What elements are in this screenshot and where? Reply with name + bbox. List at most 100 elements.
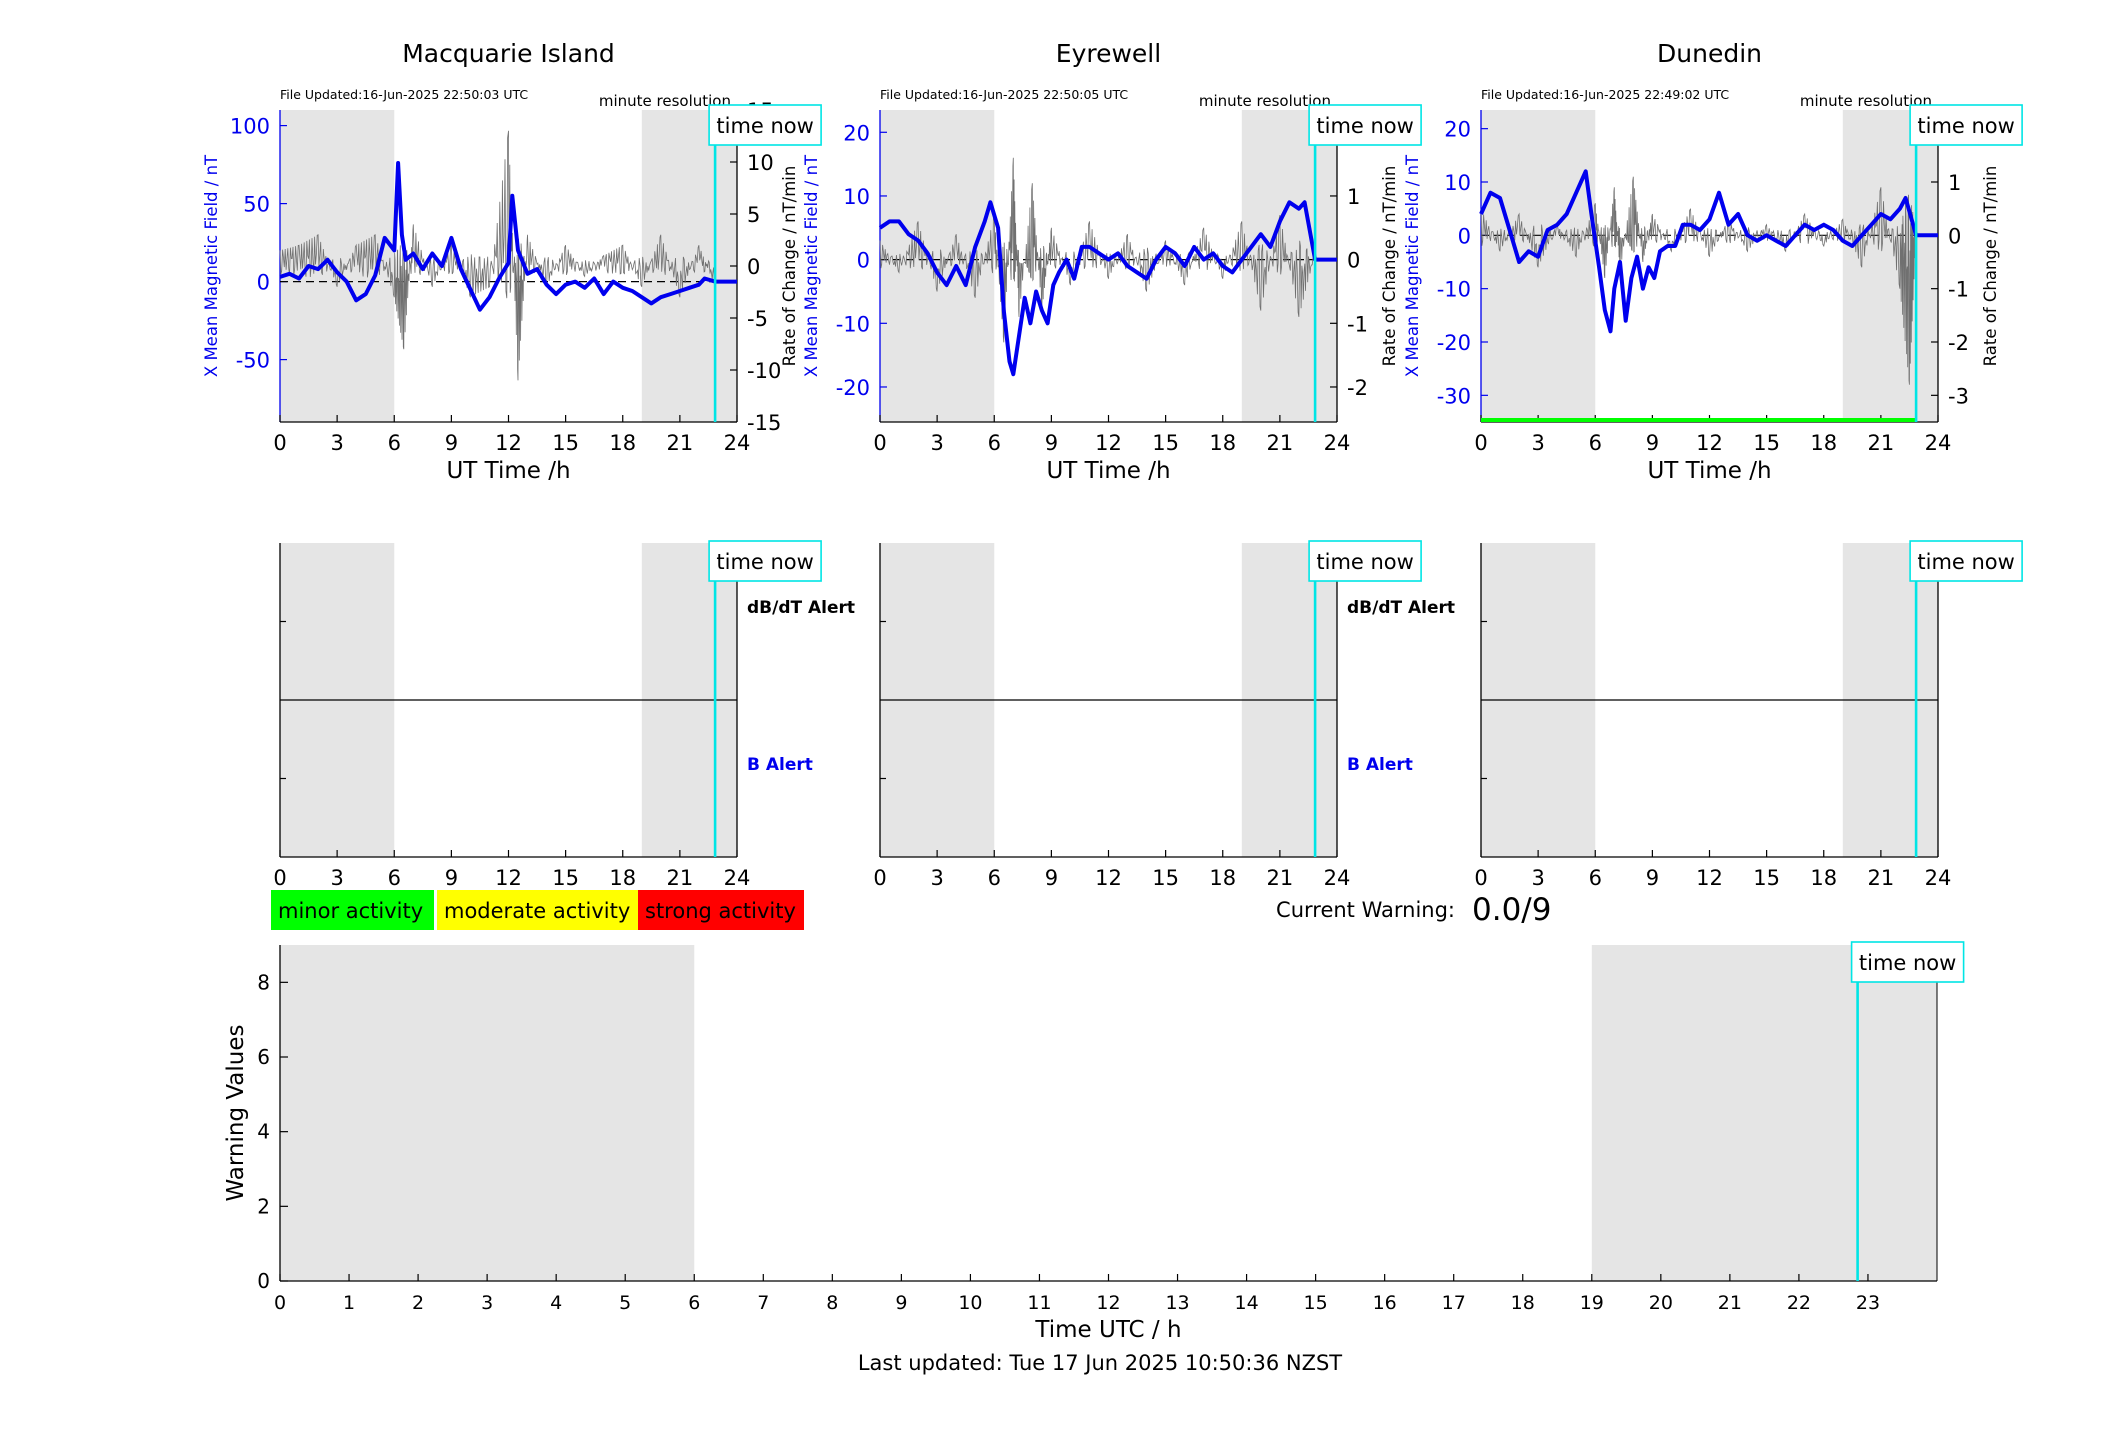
resolution-label: minute resolution <box>1199 92 1331 110</box>
x-tick-label: 24 <box>724 866 751 890</box>
activity-legend: minor activity moderate activity strong ac… <box>271 890 804 930</box>
night-shading-band <box>641 110 737 422</box>
y-left-tick-label: -10 <box>836 312 870 336</box>
x-tick-label: 15 <box>1753 866 1780 890</box>
x-tick-label: 21 <box>1267 866 1294 890</box>
y-right-tick-label: 1 <box>1948 171 1961 195</box>
x-tick-label: 21 <box>667 431 694 455</box>
b-alert-label: B Alert <box>747 755 813 775</box>
x-tick-label: 2 <box>412 1292 424 1314</box>
magnetic-field-series <box>279 161 737 312</box>
file-updated-text: File Updated:16-Jun-2025 22:49:02 UTC <box>1481 87 1729 102</box>
x-tick-label: 3 <box>1531 431 1544 455</box>
y-left-tick-label: 0 <box>257 271 270 295</box>
x-tick-label: 12 <box>1095 866 1122 890</box>
last-updated-text: Last updated: Tue 17 Jun 2025 10:50:36 N… <box>858 1351 1342 1375</box>
dbdt-alert-label: dB/dT Alert <box>1347 598 1455 618</box>
x-tick-label: 9 <box>1646 866 1659 890</box>
x-tick-label: 3 <box>1531 866 1544 890</box>
y-right-tick-label: 0 <box>1948 224 1961 248</box>
x-tick-label: 21 <box>1718 1292 1742 1314</box>
x-tick-label: 6 <box>388 431 401 455</box>
x-tick-label: 15 <box>1152 431 1179 455</box>
x-tick-label: 3 <box>330 431 343 455</box>
y-right-tick-label: -2 <box>1347 376 1368 400</box>
x-tick-label: 13 <box>1165 1292 1189 1314</box>
chart-title: Dunedin <box>1657 39 1762 68</box>
y-right-axis-label: Rate of Change / nT/min <box>1981 166 2000 367</box>
legend-swatch-2 <box>437 890 638 930</box>
time-now-label: time now <box>1316 550 1413 574</box>
legend-swatch-1 <box>271 890 434 930</box>
legend-label-2: moderate activity <box>444 899 630 923</box>
time-now-box <box>1308 540 1422 582</box>
current-warning-label: Current Warning: <box>1276 898 1455 922</box>
time-now-box <box>1850 941 1965 983</box>
x-tick-label: 9 <box>895 1292 907 1314</box>
chart-title: Eyrewell <box>1056 39 1161 68</box>
night-shading-band <box>1591 945 1937 1281</box>
magnetic-field-series <box>1479 169 1938 334</box>
y-right-tick-label: -1 <box>1948 278 1969 302</box>
y-right-tick-label: -15 <box>747 411 781 435</box>
x-tick-label: 12 <box>1696 866 1723 890</box>
y-left-tick-label: 20 <box>1444 118 1471 142</box>
x-tick-label: 12 <box>1696 431 1723 455</box>
x-tick-label: 18 <box>609 866 636 890</box>
y-left-tick-label: 10 <box>843 185 870 209</box>
x-tick-label: 18 <box>1209 431 1236 455</box>
x-tick-label: 0 <box>873 866 886 890</box>
y-right-tick-label: 1 <box>1347 185 1360 209</box>
x-tick-label: 18 <box>1810 431 1837 455</box>
x-tick-label: 12 <box>495 866 522 890</box>
x-tick-label: 12 <box>1095 431 1122 455</box>
x-tick-label: 8 <box>826 1292 838 1314</box>
x-tick-label: 19 <box>1580 1292 1604 1314</box>
time-now-label: time now <box>1917 114 2014 138</box>
x-tick-label: 14 <box>1234 1292 1258 1314</box>
x-tick-label: 21 <box>1868 866 1895 890</box>
x-tick-label: 23 <box>1856 1292 1880 1314</box>
y-right-tick-label: 5 <box>747 203 760 227</box>
chart-panel-2: Eyrewell File Updated:16-Jun-2025 22:50:0… <box>802 39 1422 484</box>
legend-label-1: minor activity <box>278 899 423 923</box>
time-now-box <box>708 104 822 146</box>
x-tick-label: 18 <box>609 431 636 455</box>
y-left-tick-label: -20 <box>836 376 870 400</box>
x-tick-label: 15 <box>552 866 579 890</box>
y-left-tick-label: -20 <box>1437 331 1471 355</box>
y-left-tick-label: -10 <box>1437 278 1471 302</box>
x-tick-label: 0 <box>1474 866 1487 890</box>
resolution-label: minute resolution <box>1800 92 1932 110</box>
file-updated-text: File Updated:16-Jun-2025 22:50:05 UTC <box>880 87 1128 102</box>
x-tick-label: 24 <box>1925 431 1952 455</box>
rate-of-change-series <box>279 130 715 381</box>
x-tick-label: 15 <box>1753 431 1780 455</box>
y-right-tick-label: -5 <box>747 307 768 331</box>
x-tick-label: 24 <box>1324 866 1351 890</box>
chart-panels: Macquarie Island File Updated:16-Jun-2025… <box>202 39 2023 1343</box>
x-tick-label: 21 <box>667 866 694 890</box>
file-updated-text: File Updated:16-Jun-2025 22:50:03 UTC <box>280 87 528 102</box>
x-tick-label: 6 <box>388 866 401 890</box>
y-left-tick-label: -30 <box>1437 384 1471 408</box>
x-tick-label: 11 <box>1027 1292 1051 1314</box>
y-tick-label: 4 <box>257 1120 270 1144</box>
y-tick-label: 0 <box>257 1269 270 1293</box>
time-now-label: time now <box>1859 951 1956 975</box>
x-tick-label: 9 <box>445 431 458 455</box>
x-tick-label: 24 <box>1925 866 1952 890</box>
magnetic-field-series <box>878 200 1337 377</box>
y-left-axis-label: X Mean Magnetic Field / nT <box>202 154 221 377</box>
rate-of-change-series <box>1480 176 1917 385</box>
y-right-tick-label: 10 <box>747 151 774 175</box>
x-tick-label: 15 <box>1152 866 1179 890</box>
x-tick-label: 0 <box>873 431 886 455</box>
chart-panel-3: Dunedin File Updated:16-Jun-2025 22:49:02… <box>1403 39 2023 484</box>
x-tick-label: 18 <box>1810 866 1837 890</box>
status-bar <box>1481 418 1917 422</box>
x-tick-label: 16 <box>1373 1292 1397 1314</box>
x-axis-label: UT Time /h <box>446 458 570 484</box>
x-tick-label: 17 <box>1442 1292 1466 1314</box>
time-now-box <box>708 540 822 582</box>
